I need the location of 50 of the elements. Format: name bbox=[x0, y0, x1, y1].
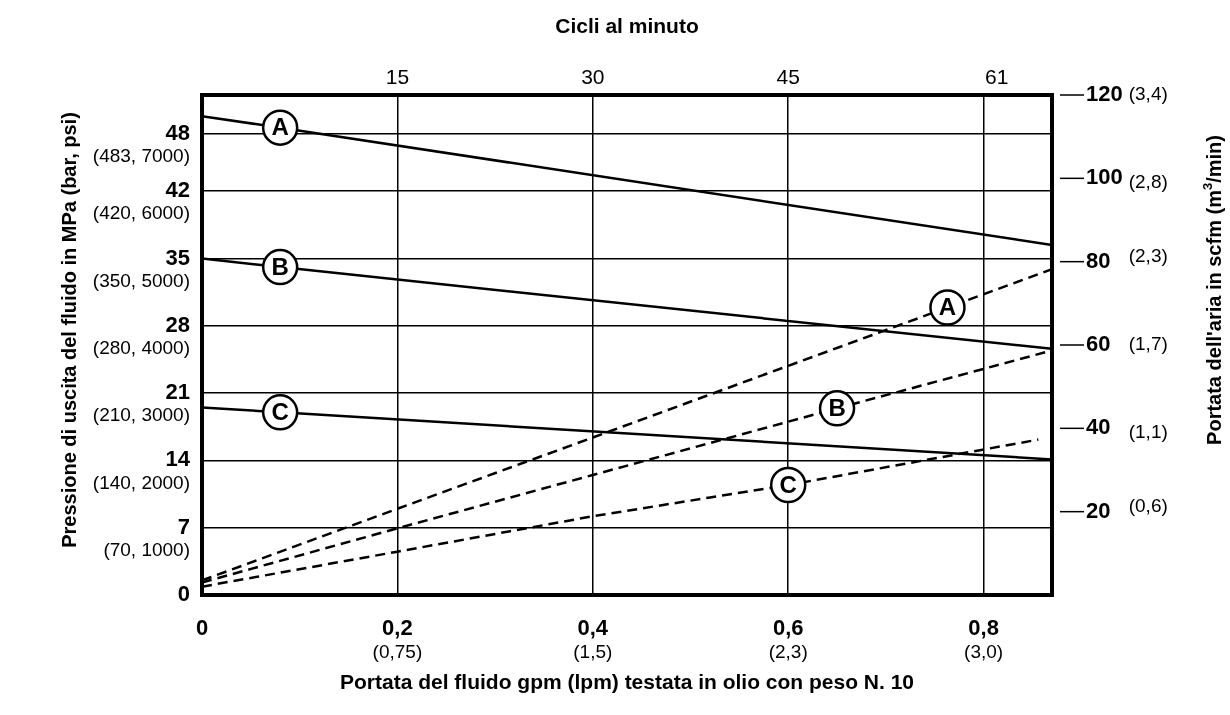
y2-tick-label: 80 bbox=[1086, 247, 1111, 273]
text: (420, 6000) bbox=[92, 202, 190, 224]
y3-tick-label: (0,6) bbox=[1128, 495, 1168, 516]
x-tick-label: 0 bbox=[195, 615, 209, 641]
x-tick-label: 0,4 bbox=[577, 615, 609, 641]
series-label: B bbox=[271, 252, 289, 280]
text: (140, 2000) bbox=[92, 471, 190, 493]
text: (0,75) bbox=[372, 641, 423, 663]
y2-tick-label: 100 bbox=[1086, 164, 1123, 190]
x2-tick-label: 61 bbox=[984, 64, 1009, 88]
y-tick-label: 7 bbox=[177, 513, 190, 539]
x-tick-label: 0,2 bbox=[382, 615, 413, 641]
text: (1,5) bbox=[573, 641, 613, 663]
y3-tick-label: (3,4) bbox=[1128, 83, 1168, 105]
series-label: C bbox=[779, 470, 797, 498]
x2-axis-title: Cicli al minuto bbox=[555, 13, 699, 37]
x2-tick-label: 45 bbox=[776, 64, 800, 88]
x2-tick-label: 15 bbox=[385, 64, 410, 88]
series-label: A bbox=[938, 293, 957, 321]
y2-tick-label: 120 bbox=[1086, 81, 1123, 107]
y3-tick-label: (2,8) bbox=[1128, 171, 1168, 193]
y-tick-label: 48 bbox=[165, 119, 190, 145]
y-tick-label: 28 bbox=[165, 311, 190, 337]
text: (2,3) bbox=[768, 641, 808, 663]
series-label: C bbox=[271, 397, 289, 425]
y-tick-label: 14 bbox=[165, 446, 191, 472]
text: (483, 7000) bbox=[92, 144, 190, 166]
y2-axis-title: Portata dell'aria in scfm (m3/min) bbox=[1199, 135, 1225, 445]
y-tick-label: 35 bbox=[165, 244, 190, 270]
y3-tick-label: (2,3) bbox=[1128, 245, 1168, 266]
text: (210, 3000) bbox=[92, 404, 190, 426]
y-axis-title: Pressione di uscita del fluido in MPa (bar, psi) bbox=[58, 112, 81, 548]
y3-tick-label: (1,7) bbox=[1128, 333, 1168, 355]
y2-tick-label: 40 bbox=[1086, 414, 1111, 440]
x-axis-title: Portata del fluido gpm (lpm) testata in olio con peso N. 10 bbox=[339, 669, 915, 693]
text: (3,0) bbox=[964, 641, 1004, 663]
y3-tick-label: (1,1) bbox=[1128, 421, 1168, 443]
y2-tick-label: 20 bbox=[1086, 497, 1111, 523]
x-tick-label: 0,8 bbox=[968, 615, 999, 641]
y-tick-label: 21 bbox=[165, 379, 190, 405]
text: (70, 1000) bbox=[103, 538, 190, 560]
x-tick-label: 0,6 bbox=[772, 615, 804, 641]
y2-tick-label: 60 bbox=[1086, 331, 1111, 357]
y-tick-label: 42 bbox=[165, 177, 190, 203]
text: (280, 4000) bbox=[92, 337, 190, 358]
text: (350, 5000) bbox=[92, 269, 190, 291]
series-label: A bbox=[271, 113, 289, 141]
x2-tick-label: 30 bbox=[581, 64, 605, 88]
series-label: B bbox=[828, 393, 846, 421]
y-tick-label: 0 bbox=[177, 581, 190, 607]
